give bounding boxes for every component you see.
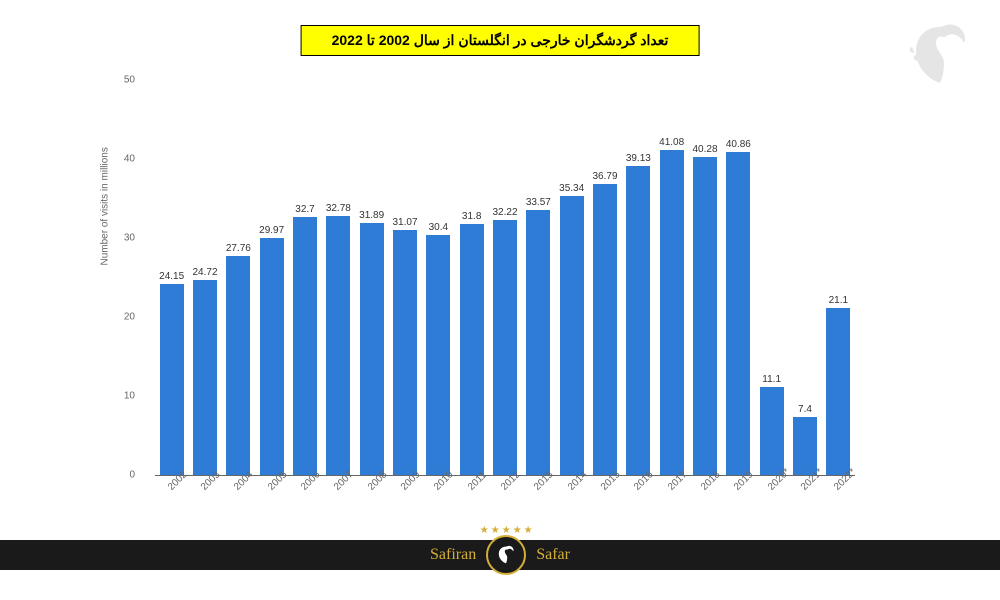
- bar: 36.79: [593, 184, 617, 475]
- y-tick: 10: [124, 391, 135, 402]
- y-tick: 40: [124, 154, 135, 165]
- bar: 41.08: [660, 150, 684, 475]
- bar-value-label: 29.97: [259, 225, 284, 236]
- bar: 39.13: [626, 166, 650, 475]
- bar-value-label: 24.15: [159, 271, 184, 282]
- bar: 40.86: [726, 152, 750, 475]
- y-tick: 50: [124, 75, 135, 86]
- star-icon: ★: [513, 525, 522, 536]
- y-tick: 20: [124, 312, 135, 323]
- footer-text-right: Safar: [536, 546, 570, 564]
- bar-value-label: 31.07: [392, 217, 417, 228]
- bar: 32.7: [293, 217, 317, 475]
- bar-value-label: 24.72: [192, 267, 217, 278]
- star-icon: ★: [480, 525, 489, 536]
- bar: 24.72: [193, 280, 217, 475]
- bar: 30.4: [426, 235, 450, 475]
- bar-value-label: 30.4: [429, 222, 448, 233]
- star-icon: ★: [524, 525, 533, 536]
- bar-value-label: 36.79: [592, 171, 617, 182]
- bar: 35.34: [560, 196, 584, 475]
- bar: 31.07: [393, 230, 417, 475]
- bar-value-label: 40.28: [692, 144, 717, 155]
- brand-logo-top: [900, 15, 980, 100]
- footer-badge: ★ ★ ★ ★ ★: [486, 535, 526, 575]
- bar: 24.15: [160, 284, 184, 475]
- bar-value-label: 35.34: [559, 183, 584, 194]
- bar-value-label: 33.57: [526, 197, 551, 208]
- bar-value-label: 31.89: [359, 210, 384, 221]
- bar: 29.97: [260, 238, 284, 475]
- bar: 21.1: [826, 308, 850, 475]
- bar: 31.89: [360, 223, 384, 475]
- bar-value-label: 40.86: [726, 139, 751, 150]
- bar: 11.1: [760, 387, 784, 475]
- y-tick: 0: [129, 470, 135, 481]
- bar: 31.8: [460, 224, 484, 475]
- footer-text-left: Safiran: [430, 546, 476, 564]
- x-axis-labels: 2002200320042005200620072008200920102011…: [155, 480, 855, 520]
- bar-value-label: 31.8: [462, 211, 481, 222]
- bar-value-label: 27.76: [226, 243, 251, 254]
- bar-value-label: 11.1: [762, 374, 781, 385]
- footer-brand-bar: Safiran ★ ★ ★ ★ ★ Safar: [0, 540, 1000, 570]
- bar-value-label: 32.22: [492, 207, 517, 218]
- bar: 40.28: [693, 157, 717, 475]
- y-tick: 30: [124, 233, 135, 244]
- bar: 7.4: [793, 417, 817, 475]
- star-icon: ★: [491, 525, 500, 536]
- bar-value-label: 21.1: [829, 295, 848, 306]
- bar-value-label: 39.13: [626, 153, 651, 164]
- bar-value-label: 32.7: [295, 204, 314, 215]
- star-icon: ★: [502, 525, 511, 536]
- bar-value-label: 7.4: [798, 404, 812, 415]
- bar: 27.76: [226, 256, 250, 475]
- chart-title: تعداد گردشگران خارجی در انگلستان از سال …: [301, 25, 700, 56]
- bar: 33.57: [526, 210, 550, 475]
- bar: 32.22: [493, 220, 517, 475]
- y-axis-label: Number of visits in millions: [100, 147, 111, 265]
- chart-plot-area: 24.15 24.72 27.76 29.97 32.7 32.78 31.89 31.07 3…: [155, 80, 855, 475]
- bar-value-label: 41.08: [659, 137, 684, 148]
- bar-value-label: 32.78: [326, 203, 351, 214]
- bar: 32.78: [326, 216, 350, 475]
